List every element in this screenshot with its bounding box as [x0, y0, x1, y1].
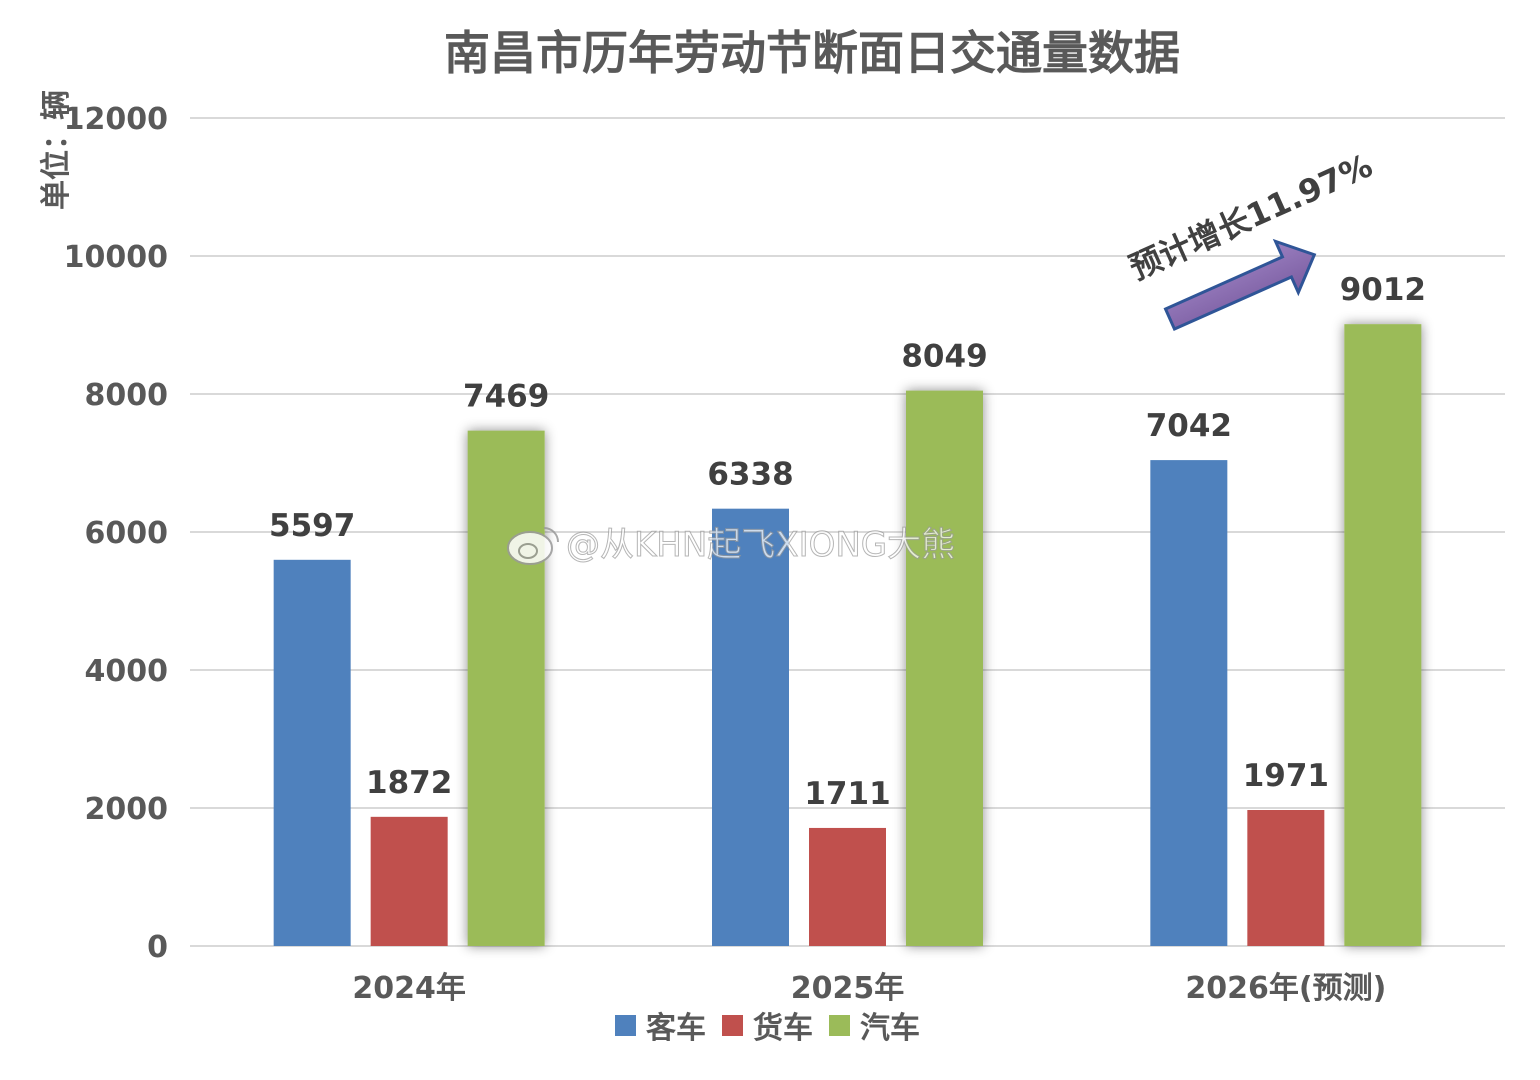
- data-label: 7469: [463, 379, 549, 415]
- watermark: @从KHN起飞XIONG大熊: [507, 525, 956, 566]
- bar-货车-2026年(预测): [1247, 810, 1325, 946]
- y-tick-label: 6000: [85, 516, 169, 551]
- category-label: 2024年: [352, 971, 466, 1006]
- bar-汽车-2025年: [906, 390, 983, 946]
- growth-annotation: 预计增长11.97%: [1124, 146, 1378, 332]
- data-label: 7042: [1146, 408, 1232, 444]
- data-label: 1971: [1243, 758, 1329, 794]
- y-axis-label: 单位：辆: [39, 90, 74, 210]
- y-tick-labels: 0 2000 4000 6000 8000 10000 12000: [64, 102, 168, 965]
- bar-汽车-2024年: [467, 430, 545, 946]
- data-label: 9012: [1340, 272, 1426, 308]
- bar-货车-2025年: [809, 827, 886, 946]
- y-tick-label: 10000: [64, 240, 168, 275]
- legend-entry: 客车: [646, 1011, 706, 1046]
- data-labels: 5597 1872 7469 6338 1711 8049 7042 1971 9012: [269, 272, 1426, 812]
- data-label: 1872: [366, 765, 452, 801]
- category-labels: 2024年 2025年 2026年(预测): [352, 971, 1386, 1006]
- category-label: 2026年(预测): [1185, 971, 1386, 1006]
- legend-swatch: [829, 1015, 850, 1036]
- bar-客车-2024年: [273, 559, 351, 946]
- legend-swatch: [722, 1015, 743, 1036]
- data-label: 6338: [707, 457, 793, 493]
- bar-货车-2024年: [370, 816, 448, 946]
- data-label: 8049: [901, 339, 987, 375]
- data-label: 1711: [804, 776, 890, 812]
- y-tick-label: 4000: [85, 654, 169, 689]
- legend-entry: 汽车: [860, 1011, 920, 1046]
- bar-客车-2026年(预测): [1150, 460, 1228, 946]
- legend-swatch: [615, 1015, 636, 1036]
- legend: 客车 货车 汽车: [615, 1011, 920, 1046]
- data-label: 5597: [269, 508, 355, 544]
- bar-客车-2025年: [712, 508, 789, 946]
- weibo-icon: [507, 527, 559, 565]
- growth-annotation-text: 预计增长11.97%: [1124, 146, 1378, 287]
- growth-arrow-icon: [1163, 238, 1317, 332]
- y-tick-label: 12000: [64, 102, 168, 137]
- bar-汽车-2026年(预测): [1344, 324, 1422, 946]
- y-tick-label: 0: [147, 930, 168, 965]
- watermark-text: @从KHN起飞XIONG大熊: [566, 525, 955, 565]
- legend-entry: 货车: [753, 1011, 813, 1046]
- chart-title: 南昌市历年劳动节断面日交通量数据: [444, 26, 1180, 80]
- bars: [273, 324, 1422, 946]
- y-tick-label: 2000: [85, 792, 169, 827]
- y-tick-label: 8000: [85, 378, 169, 413]
- category-label: 2025年: [791, 971, 905, 1006]
